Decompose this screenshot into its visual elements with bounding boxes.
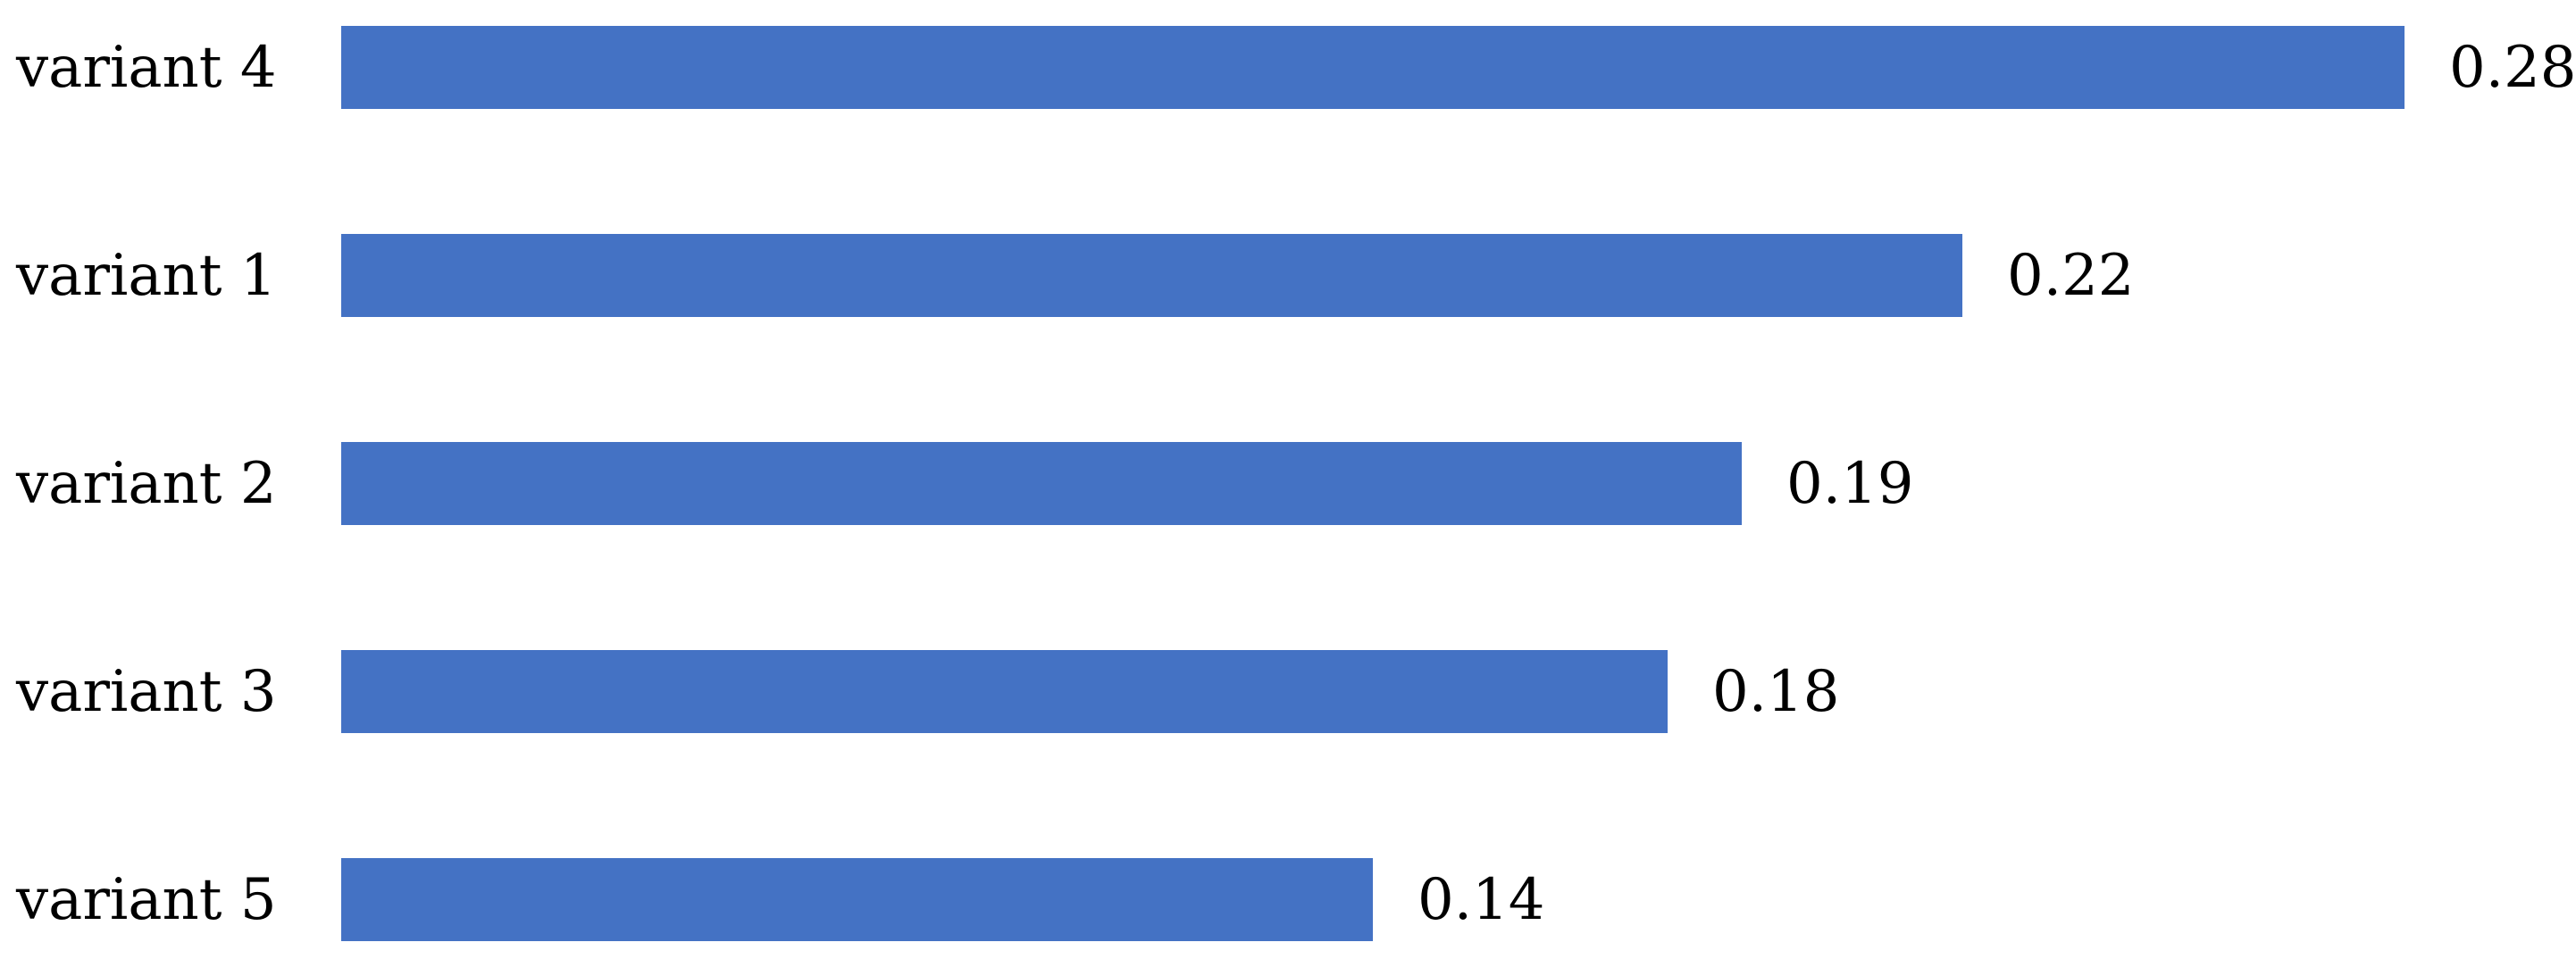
bar-variant-2: [341, 442, 1742, 525]
chart-row: variant 1 0.22: [0, 234, 2576, 317]
bar-variant-4: [341, 26, 2405, 109]
bar-variant-3: [341, 650, 1668, 733]
chart-row: variant 4 0.28: [0, 26, 2576, 109]
value-label: 0.18: [1712, 658, 1840, 725]
bar-variant-1: [341, 234, 1962, 317]
category-label: variant 3: [16, 663, 277, 721]
value-label: 0.28: [2449, 34, 2576, 101]
bar-variant-5: [341, 858, 1373, 941]
category-label: variant 2: [16, 454, 277, 513]
value-label: 0.14: [1418, 866, 1545, 933]
category-label: variant 4: [16, 38, 277, 96]
category-label: variant 5: [16, 871, 277, 929]
value-label: 0.19: [1786, 450, 1914, 517]
chart-row: variant 3 0.18: [0, 650, 2576, 733]
category-label: variant 1: [16, 246, 277, 304]
chart-row: variant 5 0.14: [0, 858, 2576, 941]
value-label: 0.22: [2007, 242, 2135, 309]
chart-row: variant 2 0.19: [0, 442, 2576, 525]
